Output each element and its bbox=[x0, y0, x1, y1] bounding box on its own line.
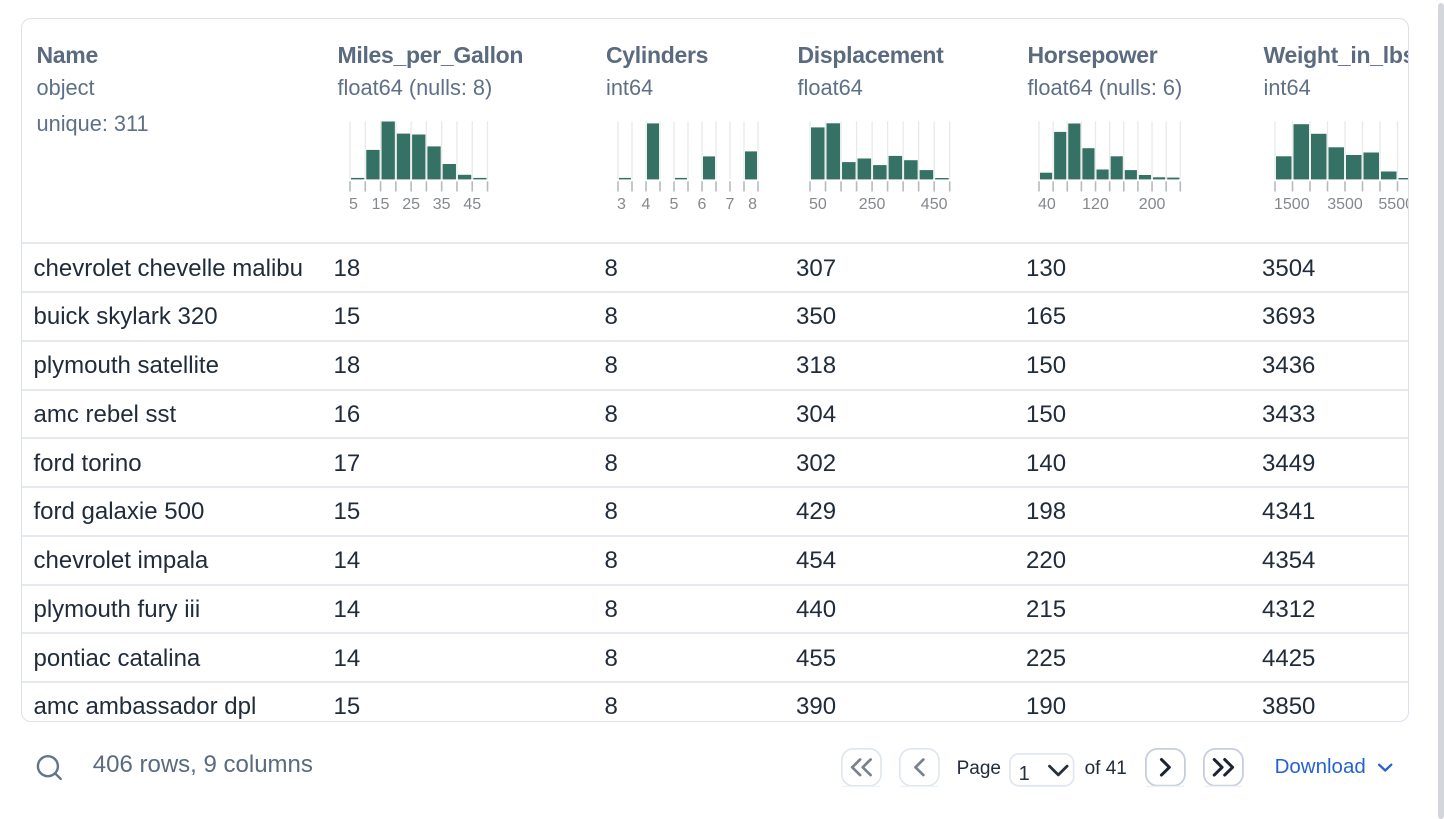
svg-text:4: 4 bbox=[641, 196, 650, 213]
svg-text:50: 50 bbox=[809, 196, 827, 213]
svg-text:250: 250 bbox=[859, 196, 886, 213]
svg-text:7: 7 bbox=[725, 196, 734, 213]
svg-text:1500: 1500 bbox=[1274, 196, 1310, 213]
svg-text:1: 1 bbox=[1018, 763, 1029, 785]
svg-text:25: 25 bbox=[402, 196, 420, 213]
svg-text:3500: 3500 bbox=[1327, 196, 1363, 213]
svg-text:3: 3 bbox=[617, 196, 626, 213]
svg-text:450: 450 bbox=[921, 196, 948, 213]
svg-text:40: 40 bbox=[1038, 196, 1056, 213]
svg-text:8: 8 bbox=[748, 196, 757, 213]
svg-text:15: 15 bbox=[371, 196, 389, 213]
svg-text:200: 200 bbox=[1139, 196, 1166, 213]
svg-text:6: 6 bbox=[697, 196, 706, 213]
svg-text:5500: 5500 bbox=[1378, 196, 1408, 213]
svg-text:5: 5 bbox=[349, 196, 358, 213]
svg-text:45: 45 bbox=[463, 196, 481, 213]
svg-text:5: 5 bbox=[669, 196, 678, 213]
svg-text:35: 35 bbox=[432, 196, 450, 213]
svg-text:120: 120 bbox=[1083, 196, 1110, 213]
